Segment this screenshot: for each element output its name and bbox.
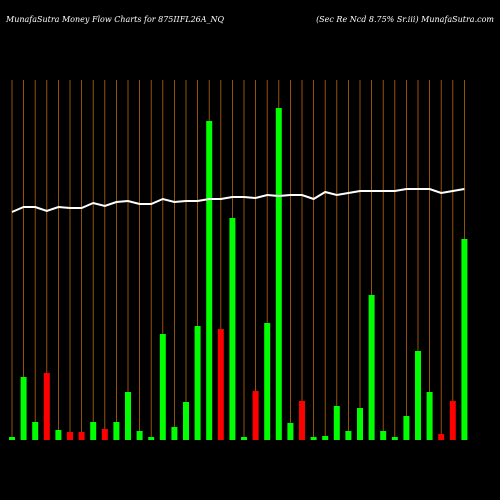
bar [380, 431, 387, 440]
chart-subtitle: (Sec Re Ncd 8.75% Sr.iii) MunafaSutra.co… [316, 15, 494, 24]
bar [101, 429, 108, 440]
bar [159, 334, 166, 440]
bar [78, 432, 85, 440]
bar [9, 437, 15, 440]
bar [252, 391, 259, 440]
bar [136, 431, 143, 440]
bar [287, 423, 294, 440]
bar [229, 218, 236, 440]
bar [183, 402, 189, 440]
bar [217, 329, 224, 440]
bar [391, 437, 398, 440]
chart-title: MunafaSutra Money Flow Charts for 875IIF… [5, 15, 225, 24]
bar [275, 108, 282, 440]
bar [368, 295, 375, 440]
bar [461, 239, 468, 440]
bar [20, 377, 27, 440]
bar [148, 437, 155, 440]
bar [333, 406, 340, 440]
bar [403, 416, 410, 440]
bar [43, 373, 50, 440]
bar [322, 436, 329, 440]
bar [90, 422, 97, 440]
money-flow-line [11, 188, 465, 213]
bar [310, 437, 317, 440]
bar [55, 430, 62, 440]
bar [32, 422, 39, 440]
bar [194, 326, 201, 440]
bar [264, 323, 271, 440]
bar [438, 434, 445, 440]
bar [345, 431, 352, 440]
bar [241, 437, 247, 440]
bar [125, 392, 131, 440]
bar [171, 427, 178, 440]
bar [113, 422, 120, 440]
bar [415, 351, 421, 440]
bar [449, 401, 456, 440]
bar [206, 121, 213, 440]
bar [67, 432, 73, 440]
bar [426, 392, 433, 440]
bar [299, 401, 305, 440]
bar [357, 408, 363, 440]
